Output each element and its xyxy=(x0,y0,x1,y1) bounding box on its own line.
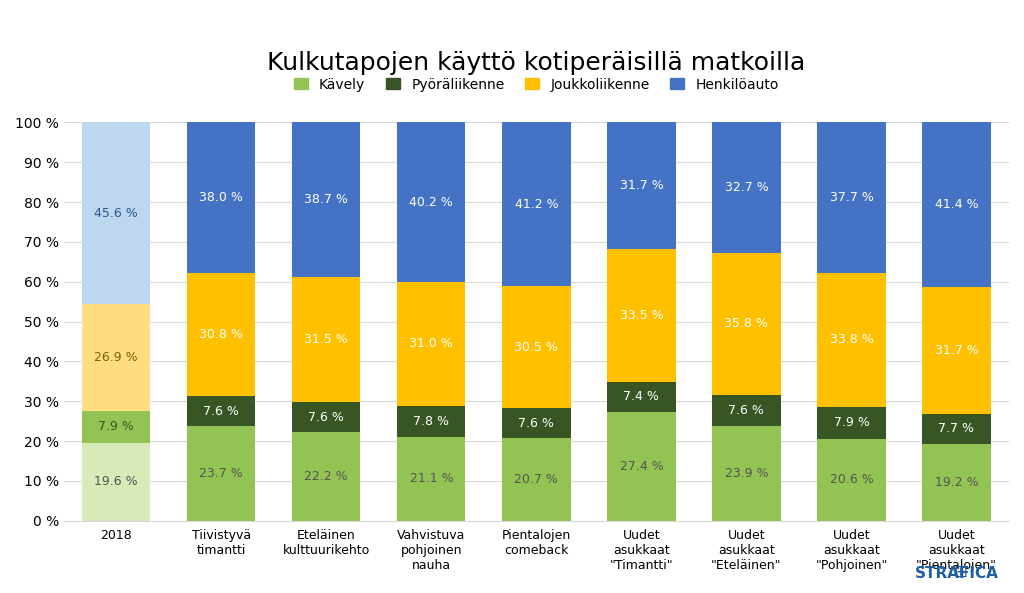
Text: 38.0 %: 38.0 % xyxy=(200,191,244,204)
Text: 19.2 %: 19.2 % xyxy=(935,476,978,489)
Bar xyxy=(292,122,360,276)
Text: 30.5 %: 30.5 % xyxy=(514,341,558,354)
Text: 20.7 %: 20.7 % xyxy=(514,473,558,486)
Bar xyxy=(817,439,886,521)
Text: 33.8 %: 33.8 % xyxy=(829,333,873,346)
Bar xyxy=(187,396,255,426)
Bar xyxy=(292,402,360,432)
Text: 21.1 %: 21.1 % xyxy=(410,472,454,485)
Bar xyxy=(187,122,255,273)
Bar xyxy=(713,396,780,426)
Text: 41.2 %: 41.2 % xyxy=(514,198,558,211)
Bar xyxy=(82,442,151,521)
Text: 45.6 %: 45.6 % xyxy=(94,207,138,219)
Bar xyxy=(817,273,886,407)
Text: 30.8 %: 30.8 % xyxy=(200,328,244,341)
Text: ⊞: ⊞ xyxy=(953,563,968,581)
Text: 31.5 %: 31.5 % xyxy=(304,333,348,346)
Text: 7.9 %: 7.9 % xyxy=(834,416,869,429)
Text: 7.8 %: 7.8 % xyxy=(414,415,450,428)
Bar xyxy=(292,276,360,402)
Text: 27.4 %: 27.4 % xyxy=(620,460,664,473)
Text: STRAFICA: STRAFICA xyxy=(914,566,998,581)
Bar xyxy=(502,122,570,286)
Text: 38.7 %: 38.7 % xyxy=(304,193,348,206)
Bar xyxy=(607,382,676,412)
Text: 23.7 %: 23.7 % xyxy=(200,467,243,480)
Text: 20.6 %: 20.6 % xyxy=(829,473,873,486)
Bar xyxy=(923,444,990,521)
Bar xyxy=(292,432,360,521)
Bar xyxy=(397,282,466,406)
Text: 26.9 %: 26.9 % xyxy=(94,351,138,364)
Text: 31.7 %: 31.7 % xyxy=(620,179,664,192)
Bar xyxy=(713,253,780,396)
Text: 31.7 %: 31.7 % xyxy=(935,344,978,357)
Title: Kulkutapojen käyttö kotiperäisillä matkoilla: Kulkutapojen käyttö kotiperäisillä matko… xyxy=(267,50,806,75)
Text: 40.2 %: 40.2 % xyxy=(410,196,454,209)
Bar xyxy=(923,122,990,287)
Text: 41.4 %: 41.4 % xyxy=(935,198,978,211)
Bar xyxy=(397,406,466,436)
Bar xyxy=(82,411,151,442)
Text: 7.9 %: 7.9 % xyxy=(98,420,134,433)
Bar xyxy=(817,407,886,439)
Text: 7.6 %: 7.6 % xyxy=(308,411,344,423)
Bar xyxy=(502,286,570,408)
Text: 23.9 %: 23.9 % xyxy=(725,467,768,480)
Text: 7.6 %: 7.6 % xyxy=(518,417,554,430)
Text: 7.6 %: 7.6 % xyxy=(728,404,764,417)
Text: 37.7 %: 37.7 % xyxy=(829,191,873,204)
Text: 19.6 %: 19.6 % xyxy=(94,475,138,488)
Bar xyxy=(82,122,151,304)
Text: 31.0 %: 31.0 % xyxy=(410,337,454,350)
Text: 22.2 %: 22.2 % xyxy=(304,470,348,483)
Bar xyxy=(923,287,990,413)
Bar xyxy=(82,304,151,411)
Bar xyxy=(607,122,676,248)
Text: 7.6 %: 7.6 % xyxy=(204,404,240,417)
Bar xyxy=(713,122,780,253)
Bar xyxy=(187,426,255,521)
Bar xyxy=(397,122,466,282)
Bar xyxy=(502,438,570,521)
Text: 7.4 %: 7.4 % xyxy=(624,390,659,403)
Bar xyxy=(502,408,570,438)
Bar xyxy=(607,412,676,521)
Text: 32.7 %: 32.7 % xyxy=(725,181,768,194)
Text: 35.8 %: 35.8 % xyxy=(725,317,768,330)
Bar xyxy=(817,122,886,273)
Bar xyxy=(397,436,466,521)
Bar xyxy=(713,426,780,521)
Text: 33.5 %: 33.5 % xyxy=(620,309,664,322)
Bar xyxy=(187,273,255,396)
Text: 7.7 %: 7.7 % xyxy=(938,422,975,435)
Legend: Kävely, Pyöräliikenne, Joukkoliikenne, Henkilöauto: Kävely, Pyöräliikenne, Joukkoliikenne, H… xyxy=(294,78,778,91)
Bar xyxy=(923,413,990,444)
Bar xyxy=(607,248,676,382)
